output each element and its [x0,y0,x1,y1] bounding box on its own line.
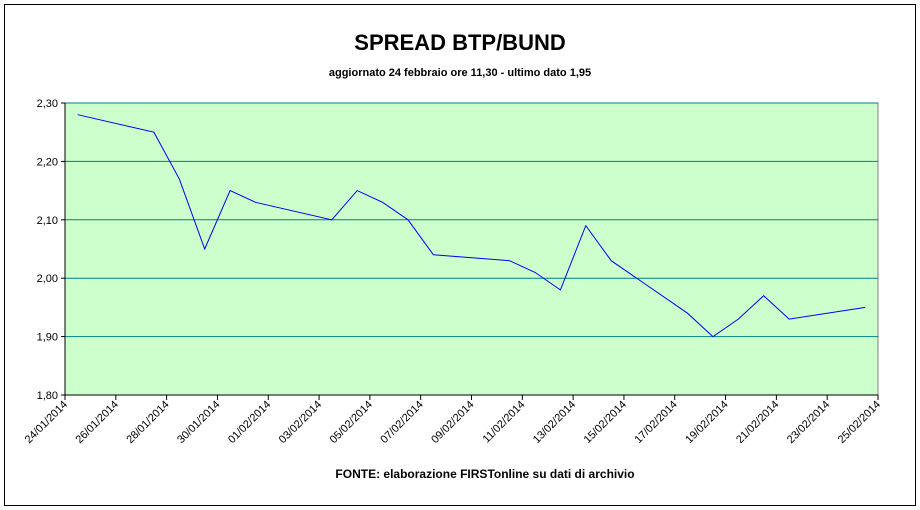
y-tick-label: 2,00 [37,273,58,285]
chart-subtitle: aggiornato 24 febbraio ore 11,30 - ultim… [329,67,591,79]
source-note: FONTE: elaborazione FIRSTonline su dati … [335,467,634,481]
y-tick-label: 2,30 [37,98,58,110]
chart-title: SPREAD BTP/BUND [354,30,565,55]
y-tick-label: 1,90 [37,332,58,344]
y-tick-label: 2,20 [37,156,58,168]
data-line [77,114,866,338]
y-tick-label: 1,80 [37,390,58,402]
y-tick-label: 2,10 [37,215,58,227]
plot-area [64,102,879,396]
